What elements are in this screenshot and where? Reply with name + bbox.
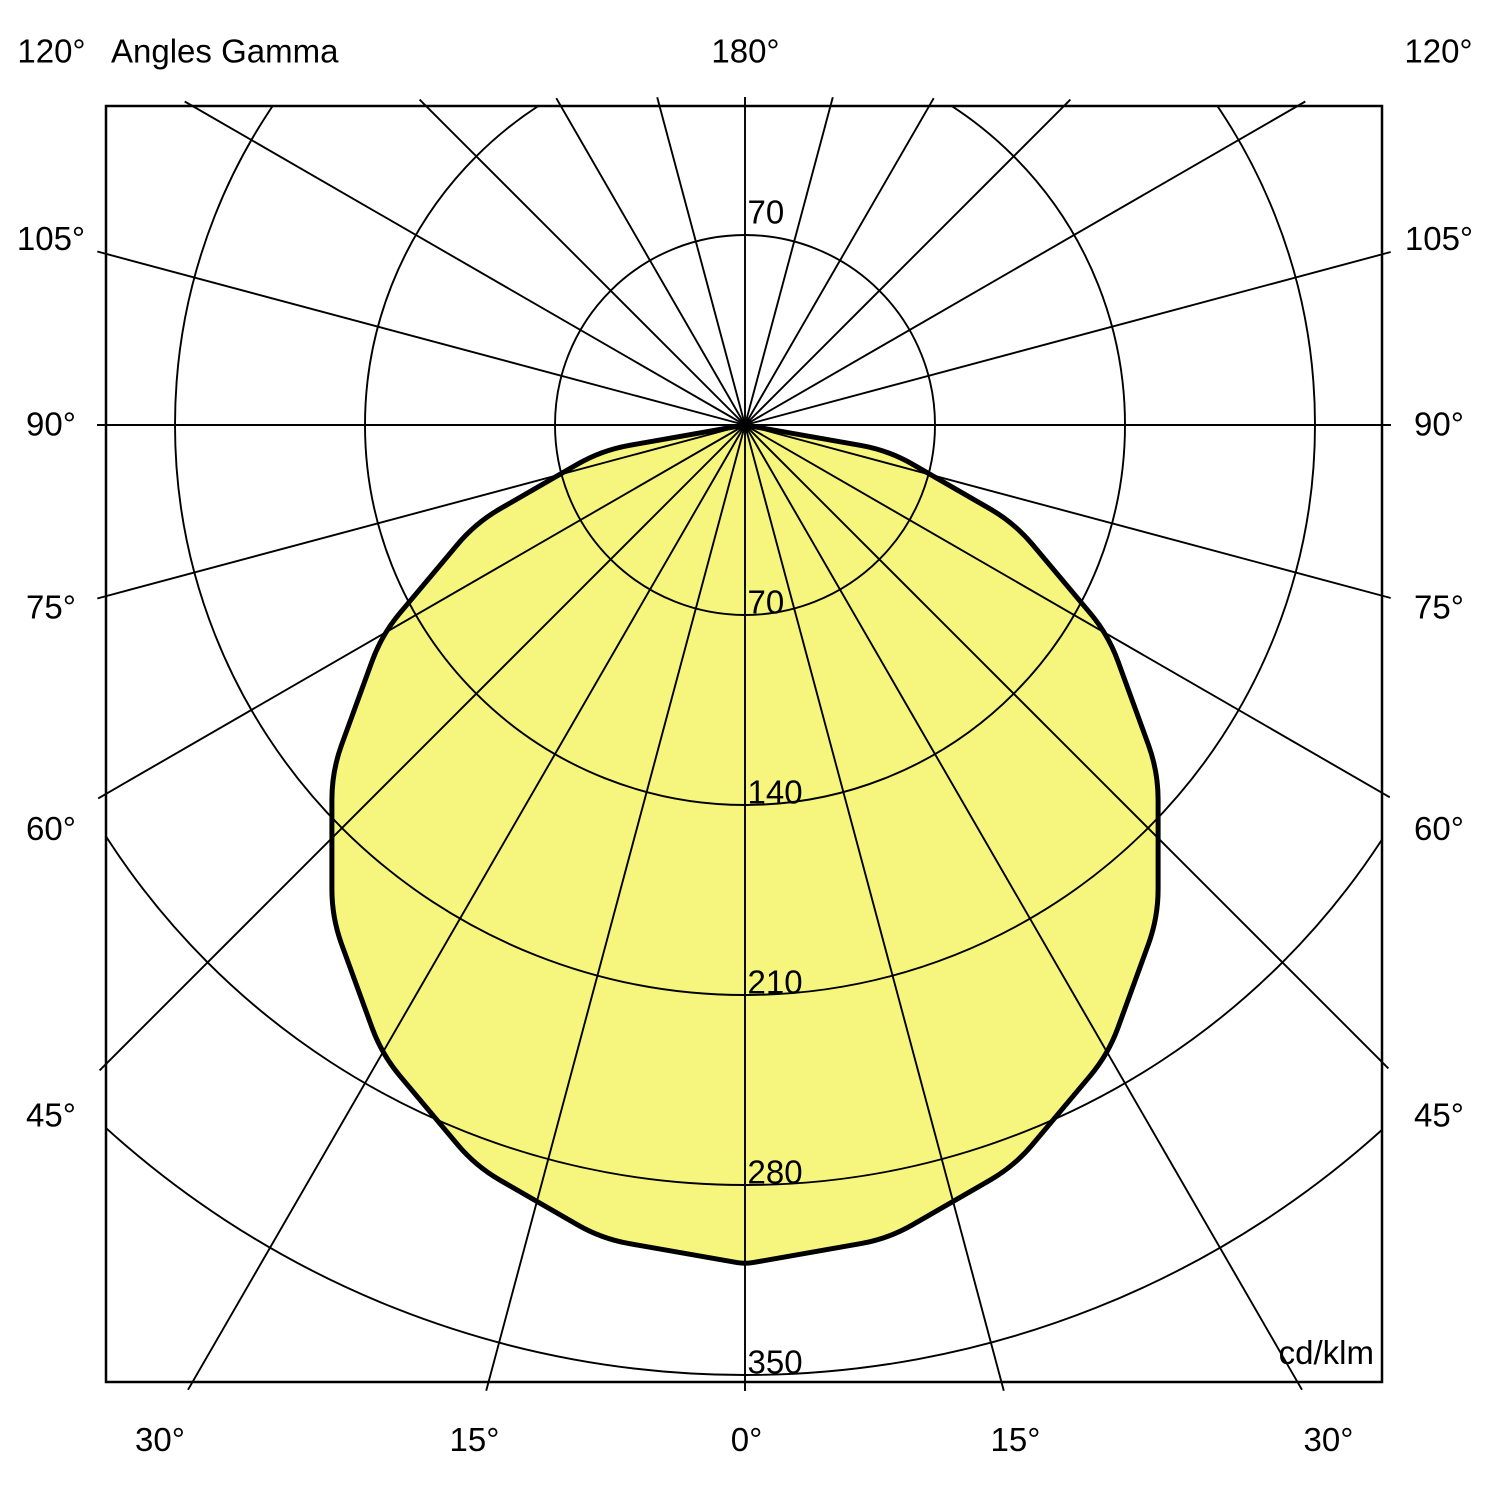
svg-text:210: 210 [748,964,803,1001]
svg-text:70: 70 [748,584,785,621]
svg-text:75°: 75° [1414,588,1464,625]
svg-text:280: 280 [748,1154,803,1191]
svg-text:45°: 45° [26,1096,76,1133]
svg-text:45°: 45° [1414,1096,1464,1133]
svg-text:140: 140 [748,774,803,811]
svg-text:60°: 60° [1414,810,1464,847]
svg-text:cd/klm: cd/klm [1279,1334,1374,1371]
svg-text:Angles Gamma: Angles Gamma [111,33,339,70]
svg-text:75°: 75° [26,588,76,625]
svg-text:30°: 30° [1304,1421,1354,1458]
svg-text:0°: 0° [731,1421,763,1458]
svg-text:350: 350 [748,1344,803,1381]
svg-text:60°: 60° [26,810,76,847]
svg-text:120°: 120° [17,33,85,70]
svg-text:105°: 105° [17,220,85,257]
svg-text:90°: 90° [26,406,76,443]
svg-text:15°: 15° [991,1421,1041,1458]
svg-text:105°: 105° [1405,220,1473,257]
svg-text:90°: 90° [1414,406,1464,443]
svg-text:70: 70 [748,194,785,231]
svg-text:30°: 30° [135,1421,185,1458]
svg-text:180°: 180° [711,33,779,70]
svg-text:15°: 15° [450,1421,500,1458]
svg-text:120°: 120° [1404,33,1472,70]
